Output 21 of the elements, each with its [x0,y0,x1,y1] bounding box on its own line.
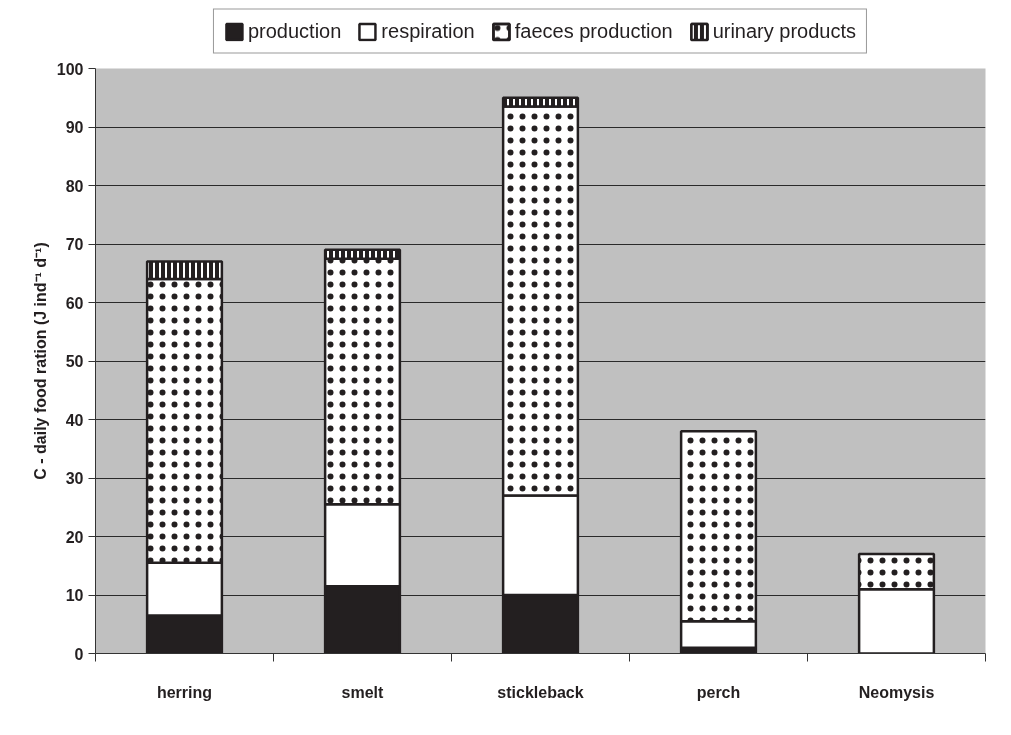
y-tick-label: 60 [65,294,84,312]
y-tick-label: 90 [65,119,84,136]
y-tick-label: 50 [65,353,84,370]
x-tick-label: perch [696,683,741,701]
y-tick-label: 70 [65,236,84,253]
legend-label: production [247,19,342,43]
legend-label: respiration [381,19,475,43]
x-tick-label: Neomysis [858,683,935,701]
x-tick-label: herring [156,683,213,701]
y-tick-label: 0 [74,645,84,663]
y-tick-label: 20 [65,528,84,546]
y-tick-label: 30 [65,470,84,487]
x-tick-label: stickleback [497,683,584,701]
legend-label: urinary products [712,19,857,43]
y-tick-label: 10 [65,587,84,604]
x-tick-label: smelt [341,683,385,701]
y-tick-label: 40 [65,411,84,429]
y-axis-title: C - daily food ration (J ind⁻¹ d⁻¹) [31,242,49,480]
y-tick-label: 100 [56,60,84,78]
y-tick-label: 80 [65,177,84,195]
legend-label: faeces production [514,19,673,43]
